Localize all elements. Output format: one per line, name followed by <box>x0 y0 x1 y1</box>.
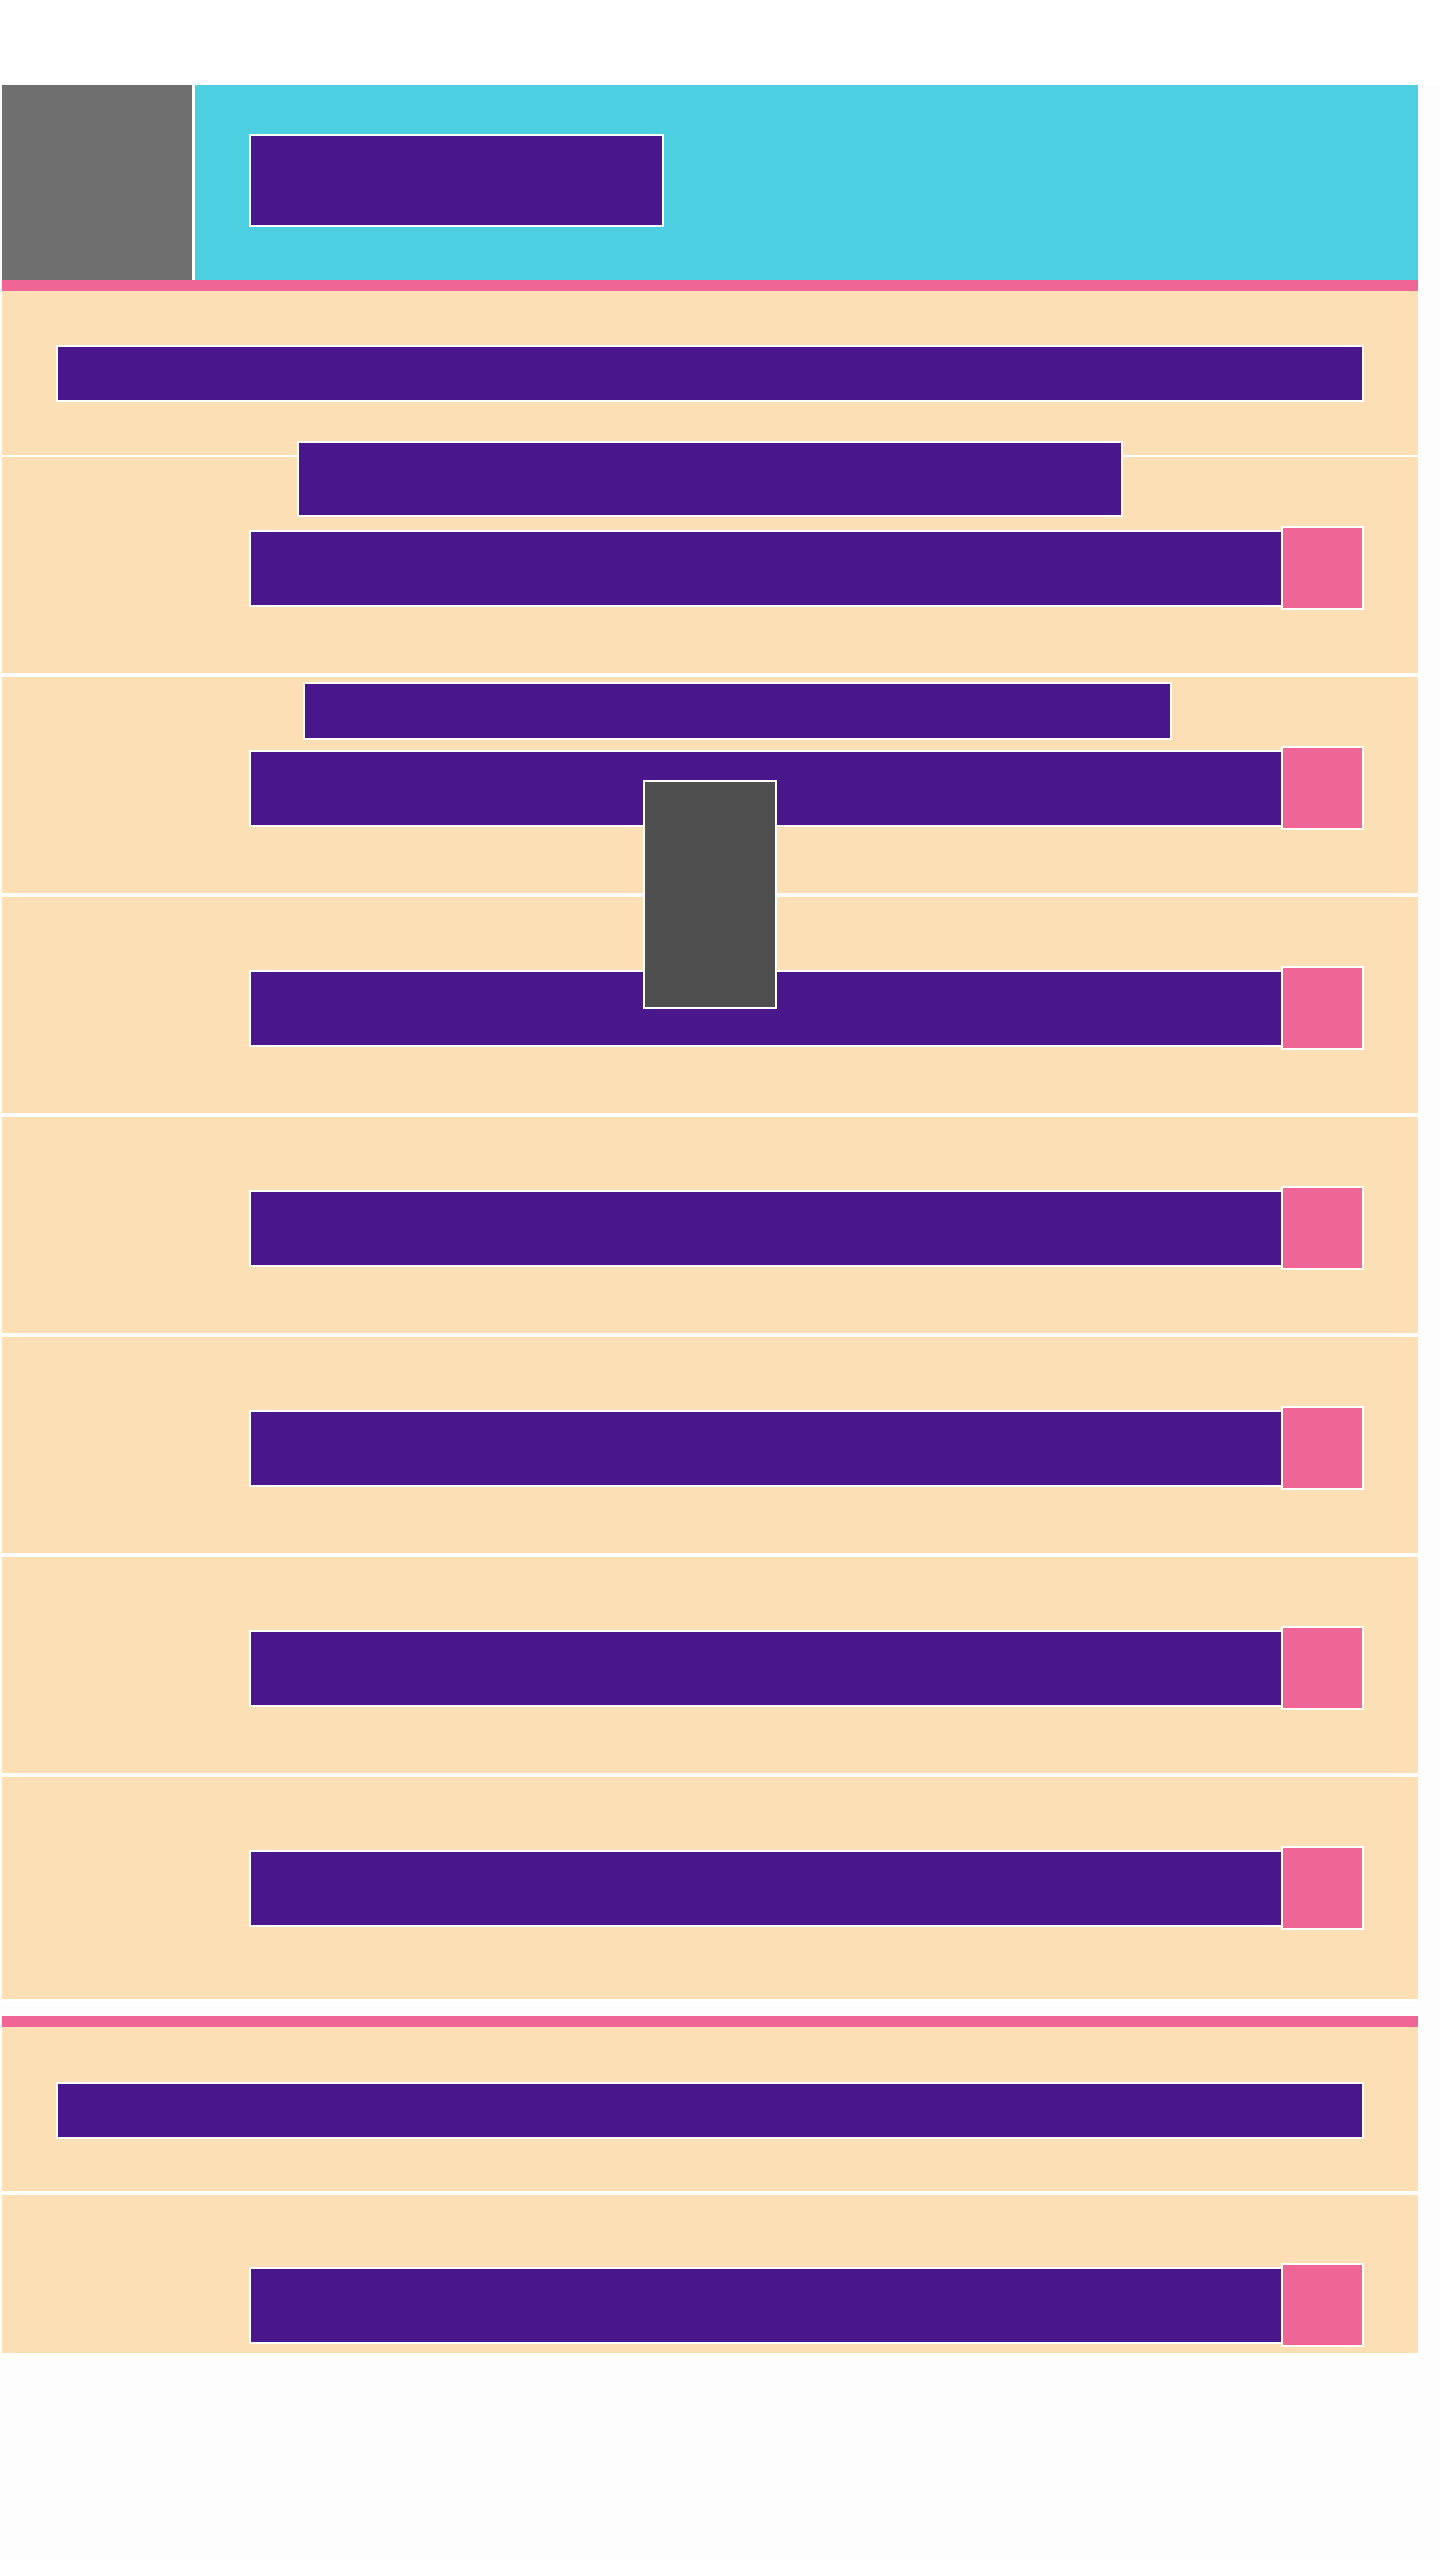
row-action-button[interactable] <box>1281 1846 1364 1930</box>
row-field[interactable] <box>249 1190 1283 1267</box>
page-footer-space <box>0 2355 1440 2560</box>
row-label <box>297 441 1123 517</box>
status-area <box>0 0 1440 85</box>
section-heading <box>56 2082 1364 2139</box>
row-action-button[interactable] <box>1281 526 1364 610</box>
floating-panel[interactable] <box>643 780 777 1009</box>
row-action-button[interactable] <box>1281 746 1364 830</box>
row-label <box>303 682 1172 740</box>
row-action-button[interactable] <box>1281 1626 1364 1710</box>
page-title <box>249 134 664 227</box>
row-field[interactable] <box>249 530 1283 607</box>
row-field[interactable] <box>249 1850 1283 1927</box>
row-action-button[interactable] <box>1281 1406 1364 1490</box>
row-action-button[interactable] <box>1281 2263 1364 2347</box>
row-field[interactable] <box>249 1410 1283 1487</box>
section-divider <box>2 2016 1418 2027</box>
row-field[interactable] <box>249 1630 1283 1707</box>
section-divider <box>2 280 1418 291</box>
app-header <box>2 85 1418 280</box>
section-heading <box>56 345 1364 402</box>
row-field[interactable] <box>249 2267 1283 2344</box>
row-action-button[interactable] <box>1281 1186 1364 1270</box>
header-thumbnail[interactable] <box>2 85 195 280</box>
row-action-button[interactable] <box>1281 966 1364 1050</box>
